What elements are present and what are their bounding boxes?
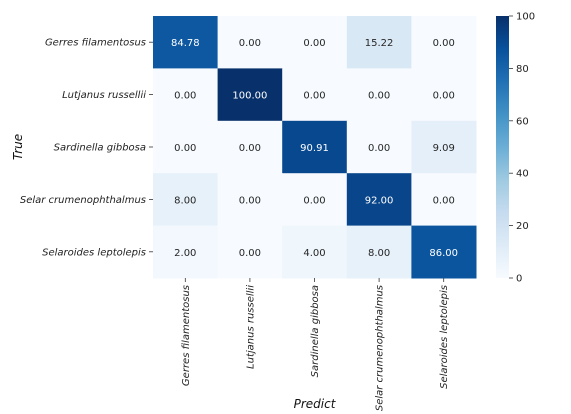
- heatmap-cells: [153, 16, 477, 279]
- colorbar-tick-label: 40: [516, 169, 529, 180]
- x-axis-tick-labels: Gerres filamentosus Lutjanus russellii Sar…: [181, 278, 450, 411]
- cell-value-label: 90.91: [300, 143, 329, 154]
- cell-value-label: 15.22: [365, 38, 394, 49]
- heatmap-cell-labels: 84.78 0.00 0.00 15.22 0.00 0.00 100.00 0.00 0.00…: [171, 38, 458, 259]
- x-tick-label: Selaroides leptolepis: [439, 285, 450, 389]
- heatmap-cell: [282, 68, 348, 122]
- heatmap-cell: [153, 225, 219, 279]
- colorbar-ticks: 0 20 40 60 80 100: [509, 12, 535, 285]
- y-axis-title: True: [11, 134, 25, 160]
- y-tick-label: Lutjanus russellii: [62, 90, 146, 101]
- cell-value-label: 8.00: [174, 195, 196, 206]
- colorbar-tick-label: 60: [516, 116, 529, 127]
- y-tick-label: Sardinella gibbosa: [54, 143, 146, 154]
- cell-value-label: 0.00: [368, 91, 390, 102]
- cell-value-label: 0.00: [303, 195, 325, 206]
- heatmap-cell: [217, 120, 283, 174]
- colorbar: [496, 16, 509, 278]
- cell-value-label: 0.00: [239, 38, 261, 49]
- cell-value-label: 0.00: [303, 38, 325, 49]
- cell-value-label: 0.00: [433, 38, 455, 49]
- heatmap-cell: [153, 68, 219, 122]
- heatmap-cell: [346, 16, 412, 69]
- heatmap-cell: [217, 173, 283, 227]
- cell-value-label: 0.00: [433, 195, 455, 206]
- heatmap-cell: [217, 16, 283, 69]
- x-axis-title: Predict: [294, 397, 337, 411]
- heatmap-cell: [282, 225, 348, 279]
- cell-value-label: 92.00: [365, 195, 394, 206]
- heatmap-cell: [217, 68, 283, 122]
- heatmap-cell: [411, 225, 477, 279]
- colorbar-tick-label: 80: [516, 64, 529, 75]
- cell-value-label: 0.00: [174, 91, 196, 102]
- x-tick-label: Lutjanus russellii: [245, 285, 256, 369]
- y-tick-label: Gerres filamentosus: [45, 38, 146, 49]
- cell-value-label: 100.00: [232, 91, 267, 102]
- x-tick-label: Selar crumenophthalmus: [375, 285, 386, 411]
- y-tick-label: Selar crumenophthalmus: [20, 195, 146, 206]
- cell-value-label: 86.00: [429, 248, 458, 259]
- heatmap-cell: [346, 120, 412, 174]
- heatmap-cell: [346, 173, 412, 227]
- cell-value-label: 0.00: [433, 91, 455, 102]
- cell-value-label: 8.00: [368, 248, 390, 259]
- cell-value-label: 0.00: [239, 248, 261, 259]
- heatmap-cell: [346, 225, 412, 279]
- heatmap-cell: [282, 16, 348, 69]
- y-axis-tick-labels: Gerres filamentosus Lutjanus russellii Sar…: [20, 38, 153, 258]
- cell-value-label: 0.00: [239, 195, 261, 206]
- colorbar-tick-label: 0: [516, 274, 522, 285]
- x-tick-label: Sardinella gibbosa: [310, 285, 321, 377]
- colorbar-tick-label: 100: [516, 12, 535, 23]
- colorbar-tick-label: 20: [516, 221, 529, 232]
- heatmap-cell: [282, 173, 348, 227]
- cell-value-label: 0.00: [239, 143, 261, 154]
- cell-value-label: 4.00: [303, 248, 325, 259]
- x-tick-label: Gerres filamentosus: [181, 285, 192, 386]
- heatmap-cell: [411, 16, 477, 69]
- cell-value-label: 0.00: [303, 91, 325, 102]
- cell-value-label: 0.00: [174, 143, 196, 154]
- heatmap-cell: [346, 68, 412, 122]
- cell-value-label: 9.09: [433, 143, 455, 154]
- cell-value-label: 0.00: [368, 143, 390, 154]
- heatmap-cell: [217, 225, 283, 279]
- y-tick-label: Selaroides leptolepis: [42, 247, 146, 258]
- heatmap-cell: [153, 173, 219, 227]
- heatmap-cell: [411, 68, 477, 122]
- heatmap-cell: [153, 16, 219, 69]
- heatmap-cell: [411, 173, 477, 227]
- cell-value-label: 2.00: [174, 248, 196, 259]
- heatmap-cell: [153, 120, 219, 174]
- cell-value-label: 84.78: [171, 38, 200, 49]
- heatmap-cell: [282, 120, 348, 174]
- heatmap-cell: [411, 120, 477, 174]
